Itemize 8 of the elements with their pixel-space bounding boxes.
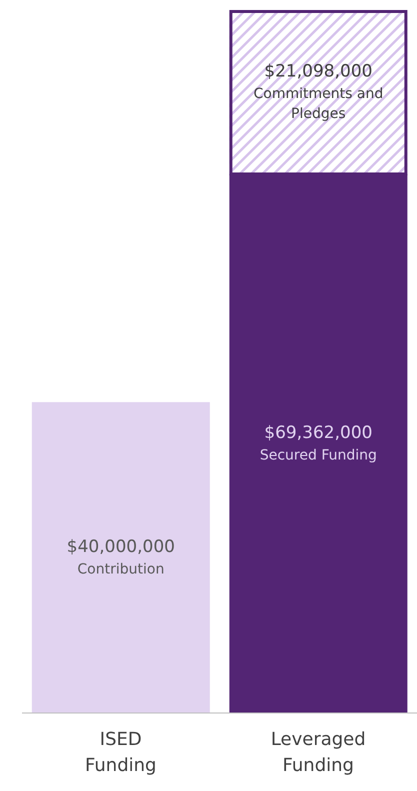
x-tick-label: Leveraged Funding <box>270 729 366 776</box>
series-label: Secured Funding <box>260 447 377 464</box>
series-label: Contribution <box>77 561 164 578</box>
x-tick-label: ISED Funding <box>85 729 156 776</box>
data-label: $40,000,000 <box>66 537 175 558</box>
data-label: $69,362,000 <box>264 423 372 444</box>
data-label: $21,098,000 <box>264 62 372 82</box>
series-label: Commitments and Pledges <box>254 86 384 122</box>
